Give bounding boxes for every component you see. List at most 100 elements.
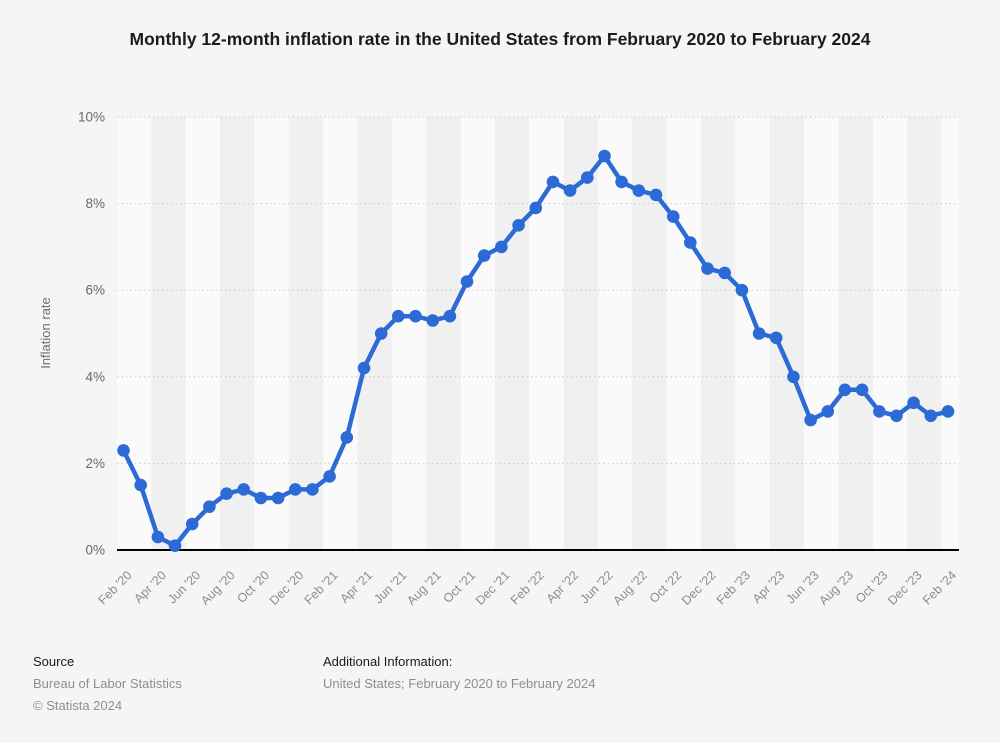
source-name: Bureau of Labor Statistics — [33, 676, 182, 691]
x-tick-label: Jun '20 — [165, 568, 203, 606]
x-tick-label: Apr '22 — [544, 568, 582, 606]
data-point — [460, 275, 474, 288]
y-tick-label: 4% — [85, 369, 105, 384]
x-tick-label: Apr '23 — [750, 568, 788, 606]
data-point — [409, 309, 422, 323]
data-point — [718, 266, 731, 280]
chart-title: Monthly 12-month inflation rate in the U… — [129, 29, 871, 49]
x-tick-label: Aug '20 — [198, 568, 238, 608]
data-point — [323, 470, 336, 483]
data-point — [838, 383, 852, 397]
x-tick-label: Dec '23 — [885, 568, 925, 608]
data-point — [392, 309, 405, 323]
x-tick-label: Aug '21 — [404, 568, 444, 608]
background-band — [117, 117, 152, 550]
background-band — [391, 117, 427, 550]
x-tick-label: Aug '23 — [816, 568, 856, 608]
data-point — [924, 409, 938, 423]
data-point — [787, 370, 800, 384]
data-point — [752, 327, 766, 340]
x-tick-label: Feb '23 — [714, 568, 753, 607]
x-tick-label: Feb '22 — [508, 568, 547, 607]
data-point — [769, 331, 783, 345]
x-tick-label: Dec '22 — [679, 568, 719, 608]
data-point — [598, 149, 611, 163]
additional-info-block: Additional Information: United States; F… — [323, 653, 595, 697]
data-point — [477, 249, 491, 262]
data-point — [632, 184, 646, 197]
data-point — [735, 283, 749, 297]
x-tick-label: Jun '22 — [577, 568, 615, 606]
background-band — [426, 117, 461, 550]
data-point — [684, 236, 697, 249]
background-band — [907, 117, 942, 550]
data-point — [117, 444, 130, 457]
background-band — [288, 117, 324, 550]
y-tick-label: 2% — [85, 456, 105, 471]
y-tick-labels: 0% 2% 4% 6% 8% 10% — [78, 110, 105, 558]
x-tick-label: Apr '21 — [337, 568, 375, 606]
data-point — [907, 396, 920, 410]
data-point — [426, 314, 440, 327]
x-tick-label: Feb '24 — [920, 568, 959, 607]
data-point — [289, 483, 302, 496]
data-point — [941, 405, 955, 418]
data-point — [168, 539, 182, 552]
source-block: Source Bureau of Labor Statistics © Stat… — [33, 653, 182, 719]
background-band — [254, 117, 289, 550]
x-tick-label: Dec '21 — [473, 568, 513, 608]
x-tick-label: Aug '22 — [610, 568, 650, 608]
x-tick-label: Oct '23 — [853, 568, 891, 606]
x-tick-label: Dec '20 — [267, 568, 307, 608]
background-band — [632, 117, 667, 550]
data-point — [306, 483, 319, 496]
data-point — [271, 491, 285, 505]
y-axis-title: Inflation rate — [38, 297, 53, 369]
data-point — [340, 431, 354, 444]
data-point — [495, 240, 508, 254]
data-point — [563, 184, 577, 197]
data-points — [117, 149, 955, 552]
data-point — [581, 171, 594, 184]
data-point — [443, 309, 457, 323]
y-tick-label: 8% — [85, 196, 105, 211]
x-tick-label: Apr '20 — [131, 568, 169, 606]
background-band — [666, 117, 702, 550]
background-band — [872, 117, 908, 550]
data-point — [855, 383, 869, 397]
data-point — [701, 262, 714, 275]
background-band — [323, 117, 358, 550]
data-point — [185, 517, 199, 531]
background-band — [460, 117, 495, 550]
data-point — [529, 201, 543, 215]
data-point — [203, 500, 216, 513]
x-tick-label: Oct '22 — [647, 568, 685, 606]
data-point — [873, 405, 886, 418]
background-band — [804, 117, 839, 550]
background-band — [494, 117, 530, 550]
data-point — [237, 483, 250, 496]
data-point — [134, 478, 147, 492]
data-point — [649, 188, 663, 202]
x-tick-label: Oct '21 — [440, 568, 478, 606]
y-tick-label: 0% — [85, 543, 105, 558]
x-tick-label: Jun '23 — [784, 568, 822, 606]
background-band — [838, 117, 873, 550]
data-point — [890, 409, 903, 423]
additional-info-text: United States; February 2020 to February… — [323, 676, 596, 691]
background-band — [701, 117, 736, 550]
background-band — [220, 117, 255, 550]
background-band — [185, 117, 221, 550]
data-point — [804, 413, 817, 427]
data-point — [374, 327, 388, 340]
source-label: Source — [33, 654, 75, 669]
data-point — [666, 210, 680, 223]
x-tick-label: Jun '21 — [371, 568, 409, 606]
data-point — [357, 361, 371, 375]
copyright-notice: © Statista 2024 — [33, 698, 123, 713]
additional-info-label: Additional Information: — [323, 654, 453, 669]
data-point — [220, 487, 233, 501]
